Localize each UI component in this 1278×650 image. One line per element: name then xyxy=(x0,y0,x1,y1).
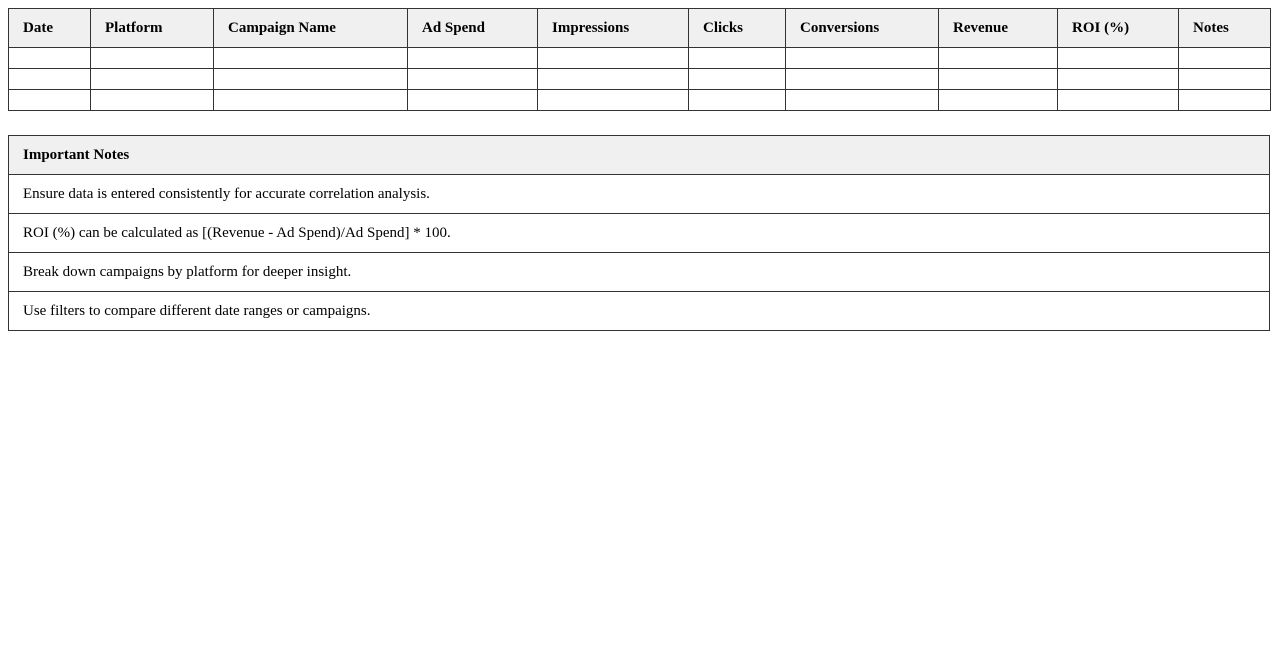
column-header: Ad Spend xyxy=(407,8,538,48)
table-cell[interactable] xyxy=(8,68,91,90)
column-header: Campaign Name xyxy=(213,8,408,48)
table-cell[interactable] xyxy=(1178,68,1271,90)
table-cell[interactable] xyxy=(90,68,214,90)
table-cell[interactable] xyxy=(1057,89,1179,111)
table-cell[interactable] xyxy=(785,68,939,90)
note-item: Use filters to compare different date ra… xyxy=(8,291,1270,331)
table-header-row: Date Platform Campaign Name Ad Spend Impress… xyxy=(8,8,1271,48)
column-header: Platform xyxy=(90,8,214,48)
column-header: Notes xyxy=(1178,8,1271,48)
table-cell[interactable] xyxy=(785,89,939,111)
note-row: Ensure data is entered consistently for … xyxy=(8,174,1270,214)
table-cell[interactable] xyxy=(537,68,689,90)
table-cell[interactable] xyxy=(785,47,939,69)
table-cell[interactable] xyxy=(90,89,214,111)
table-cell[interactable] xyxy=(1178,89,1271,111)
table-row xyxy=(8,47,1271,69)
note-item: ROI (%) can be calculated as [(Revenue -… xyxy=(8,213,1270,253)
notes-title: Important Notes xyxy=(8,135,1270,175)
table-cell[interactable] xyxy=(537,89,689,111)
table-cell[interactable] xyxy=(688,89,786,111)
table-cell[interactable] xyxy=(938,47,1058,69)
column-header: Clicks xyxy=(688,8,786,48)
table-row xyxy=(8,68,1271,90)
table-cell[interactable] xyxy=(8,89,91,111)
note-row: Break down campaigns by platform for dee… xyxy=(8,252,1270,292)
table-cell[interactable] xyxy=(213,68,408,90)
column-header: ROI (%) xyxy=(1057,8,1179,48)
table-cell[interactable] xyxy=(537,47,689,69)
column-header: Impressions xyxy=(537,8,689,48)
column-header: Revenue xyxy=(938,8,1058,48)
table-cell[interactable] xyxy=(1057,68,1179,90)
table-cell[interactable] xyxy=(407,47,538,69)
table-cell[interactable] xyxy=(1178,47,1271,69)
table-cell[interactable] xyxy=(8,47,91,69)
table-cell[interactable] xyxy=(407,68,538,90)
note-item: Ensure data is entered consistently for … xyxy=(8,174,1270,214)
table-cell[interactable] xyxy=(938,68,1058,90)
table-cell[interactable] xyxy=(688,68,786,90)
table-cell[interactable] xyxy=(688,47,786,69)
note-row: ROI (%) can be calculated as [(Revenue -… xyxy=(8,213,1270,253)
table-cell[interactable] xyxy=(1057,47,1179,69)
campaign-data-table: Date Platform Campaign Name Ad Spend Impress… xyxy=(8,8,1271,111)
column-header: Date xyxy=(8,8,91,48)
column-header: Conversions xyxy=(785,8,939,48)
table-cell[interactable] xyxy=(90,47,214,69)
table-cell[interactable] xyxy=(407,89,538,111)
table-cell[interactable] xyxy=(213,47,408,69)
table-cell[interactable] xyxy=(213,89,408,111)
table-cell[interactable] xyxy=(938,89,1058,111)
important-notes-table: Important Notes Ensure data is entered c… xyxy=(8,135,1270,331)
note-row: Use filters to compare different date ra… xyxy=(8,291,1270,331)
table-row xyxy=(8,89,1271,111)
note-item: Break down campaigns by platform for dee… xyxy=(8,252,1270,292)
